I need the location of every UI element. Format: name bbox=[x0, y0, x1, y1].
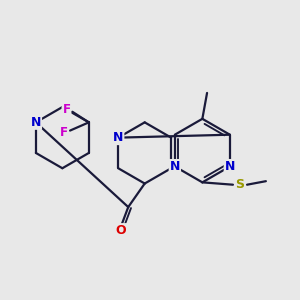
Text: N: N bbox=[170, 160, 180, 173]
Text: F: F bbox=[60, 126, 68, 140]
Text: S: S bbox=[236, 178, 244, 191]
Text: N: N bbox=[31, 116, 41, 129]
Text: N: N bbox=[225, 160, 235, 173]
Text: N: N bbox=[113, 131, 123, 144]
Text: O: O bbox=[116, 224, 127, 237]
Text: F: F bbox=[62, 103, 70, 116]
